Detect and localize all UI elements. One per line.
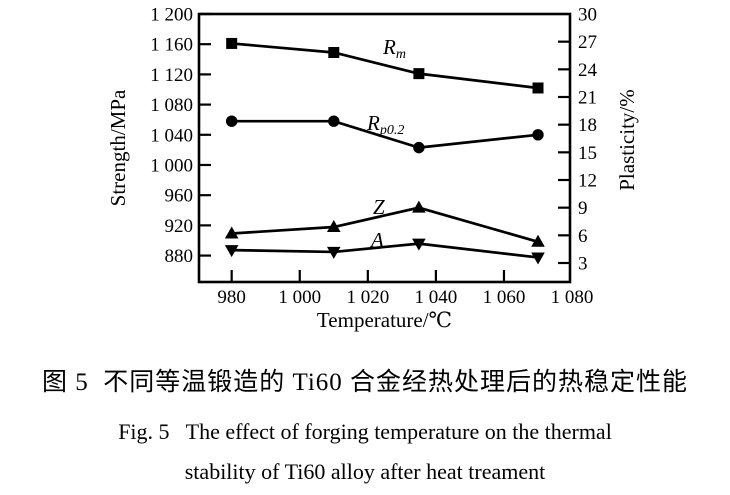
left-tick-label: 1 160 bbox=[150, 35, 193, 56]
marker-triangle-up bbox=[531, 234, 545, 247]
marker-triangle-down bbox=[224, 245, 239, 258]
series-line bbox=[231, 206, 539, 244]
left-tick-label: 960 bbox=[165, 186, 194, 207]
left-tick-label: 1 040 bbox=[150, 125, 193, 146]
series-Rp02: Rp0.2 bbox=[225, 111, 544, 154]
series-label-Rm: Rm bbox=[382, 35, 406, 62]
x-tick-label: 1 060 bbox=[483, 287, 526, 308]
left-axis-title: Strength/MPa bbox=[106, 89, 130, 206]
caption-english-line2: stability of Ti60 alloy after heat tream… bbox=[184, 459, 546, 484]
right-tick-label: 9 bbox=[578, 198, 588, 219]
left-tick-label: 920 bbox=[165, 216, 194, 237]
right-tick-label: 21 bbox=[578, 87, 597, 108]
series-label-A: A bbox=[369, 228, 384, 252]
right-axis-title: Plasticity/% bbox=[615, 89, 639, 191]
left-tick-label: 1 000 bbox=[150, 155, 193, 176]
marker-triangle-down bbox=[531, 252, 545, 265]
marker-square bbox=[532, 82, 544, 94]
x-tick-label: 1 080 bbox=[551, 287, 594, 308]
caption-chinese: 图 5 不同等温锻造的 Ti60 合金经热处理后的热稳定性能 bbox=[41, 369, 689, 396]
marker-square bbox=[413, 68, 425, 80]
right-axis: 30 27 24 21 18 15 12 9 6 3 bbox=[558, 5, 598, 274]
x-tick-label: 1 000 bbox=[278, 287, 321, 308]
marker-square bbox=[226, 37, 238, 49]
x-tick-label: 1 040 bbox=[415, 287, 458, 308]
figure5-thermal-stability-chart: 980 1 000 1 020 1 040 1 060 1 080 1 200 1 160 1 … bbox=[106, 5, 639, 333]
series-line bbox=[231, 119, 539, 149]
right-tick-label: 6 bbox=[578, 226, 588, 247]
marker-triangle-down bbox=[326, 246, 341, 259]
right-tick-label: 27 bbox=[578, 32, 597, 53]
left-axis: 1 200 1 160 1 120 1 080 1 040 1 000 960 920 880 bbox=[150, 5, 211, 267]
marker-square bbox=[328, 47, 340, 59]
caption-english-line1: Fig. 5 The effect of forging temperature… bbox=[118, 419, 612, 444]
series-A: A bbox=[224, 228, 545, 265]
series-line bbox=[231, 42, 539, 90]
marker-circle bbox=[328, 115, 340, 127]
left-tick-label: 880 bbox=[165, 246, 194, 267]
right-tick-label: 30 bbox=[578, 5, 597, 26]
marker-triangle-up bbox=[224, 226, 239, 239]
marker-triangle-up bbox=[326, 220, 341, 233]
x-tick-label: 1 020 bbox=[346, 287, 389, 308]
right-tick-label: 3 bbox=[578, 253, 588, 274]
x-axis-title: Temperature/℃ bbox=[317, 308, 452, 332]
marker-triangle-down bbox=[412, 238, 426, 251]
left-tick-label: 1 120 bbox=[150, 65, 193, 86]
series-label-Rp02: Rp0.2 bbox=[366, 111, 404, 138]
series-Rm: Rm bbox=[226, 35, 544, 94]
right-tick-label: 12 bbox=[578, 170, 597, 191]
marker-circle bbox=[532, 129, 544, 141]
series-label-Z: Z bbox=[373, 195, 385, 219]
x-axis: 980 1 000 1 020 1 040 1 060 1 080 bbox=[217, 270, 593, 308]
series-Z: Z bbox=[224, 195, 545, 247]
marker-circle bbox=[413, 141, 425, 154]
marker-triangle-up bbox=[412, 200, 426, 213]
x-tick-label: 980 bbox=[217, 287, 246, 308]
left-tick-label: 1 200 bbox=[150, 5, 193, 26]
marker-circle bbox=[225, 115, 238, 127]
right-tick-label: 18 bbox=[578, 115, 597, 136]
left-tick-label: 1 080 bbox=[150, 95, 193, 116]
series-line bbox=[231, 242, 539, 259]
plot-frame bbox=[197, 12, 572, 284]
right-tick-label: 24 bbox=[578, 60, 598, 81]
right-tick-label: 15 bbox=[578, 143, 597, 164]
